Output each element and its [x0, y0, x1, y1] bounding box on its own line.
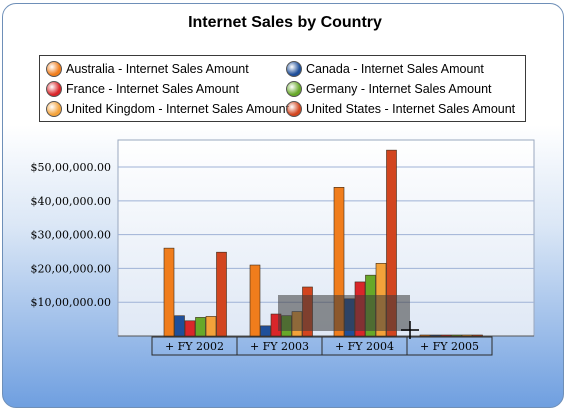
bar[interactable] [419, 334, 431, 337]
selection-overlay [278, 295, 410, 331]
category-header[interactable]: + FY 2002 [151, 336, 238, 356]
legend-label: Canada - Internet Sales Amount [306, 62, 484, 76]
bar[interactable] [260, 325, 271, 337]
y-tick-label: $40,00,000.00 [31, 195, 111, 208]
crosshair-cursor-icon [401, 321, 419, 339]
legend-label: Germany - Internet Sales Amount [306, 82, 492, 96]
bar[interactable] [472, 334, 483, 337]
bar[interactable] [333, 187, 345, 337]
category-header[interactable]: + FY 2003 [236, 336, 323, 356]
legend-swatch [286, 81, 302, 97]
legend-item: United Kingdom - Internet Sales Amount [46, 99, 289, 119]
legend-swatch [286, 61, 302, 77]
bar[interactable] [174, 315, 185, 337]
bar[interactable] [451, 334, 462, 337]
y-axis-ticks: $10,00,000.00 $20,00,000.00 $30,00,000.00 $… [31, 161, 111, 309]
legend-label: Australia - Internet Sales Amount [66, 62, 249, 76]
legend-swatch [286, 101, 302, 117]
legend-swatch [46, 61, 62, 77]
legend-swatch [46, 101, 62, 117]
bar[interactable] [430, 334, 441, 337]
category-header[interactable]: + FY 2005 [406, 336, 493, 356]
legend-item: Germany - Internet Sales Amount [286, 79, 492, 99]
category-box[interactable] [406, 336, 493, 356]
legend-swatch [46, 81, 62, 97]
y-tick-label: $30,00,000.00 [31, 229, 111, 242]
bar[interactable] [195, 317, 206, 337]
legend-label: France - Internet Sales Amount [66, 82, 240, 96]
x-axis-categories[interactable]: + FY 2002 + FY 2003 + FY 2004 + FY 2005 [151, 336, 493, 356]
legend-item: United States - Internet Sales Amount [286, 99, 515, 119]
bar[interactable] [205, 316, 217, 337]
legend-label: United Kingdom - Internet Sales Amount [66, 102, 290, 116]
chart-title: Internet Sales by Country [188, 14, 382, 31]
y-tick-label: $20,00,000.00 [31, 262, 111, 275]
legend-item: France - Internet Sales Amount [46, 79, 239, 99]
legend-item: Canada - Internet Sales Amount [286, 59, 484, 79]
legend-item: Australia - Internet Sales Amount [46, 59, 249, 79]
y-tick-label: $50,00,000.00 [31, 161, 111, 174]
legend-label: United States - Internet Sales Amount [306, 102, 516, 116]
y-tick-label: $10,00,000.00 [31, 296, 111, 309]
bar[interactable] [386, 149, 397, 337]
bar[interactable] [249, 264, 261, 337]
bar[interactable] [163, 247, 175, 337]
selection-rectangle [278, 295, 410, 331]
bar[interactable] [216, 251, 227, 337]
bar[interactable] [440, 334, 452, 337]
category-header[interactable]: + FY 2004 [321, 336, 408, 356]
category-label: + FY 2003 [250, 340, 309, 353]
category-label: + FY 2004 [335, 340, 394, 353]
category-label: + FY 2002 [165, 340, 224, 353]
legend: Australia - Internet Sales Amount Canada … [39, 55, 526, 122]
bar[interactable] [461, 334, 473, 337]
bar[interactable] [184, 320, 196, 337]
category-label: + FY 2005 [420, 340, 479, 353]
